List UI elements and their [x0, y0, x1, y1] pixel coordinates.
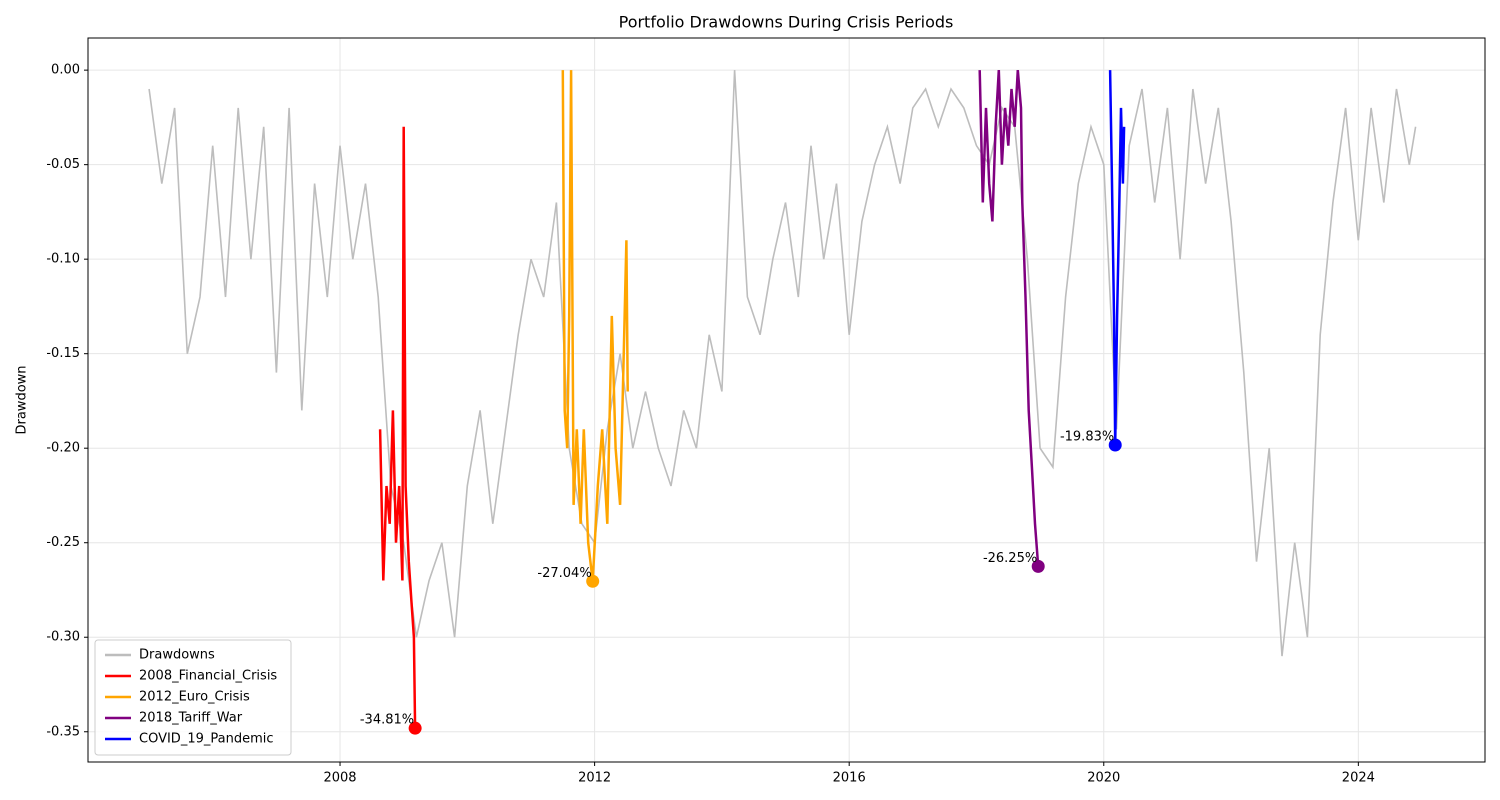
y-tick-label: -0.10 [46, 252, 80, 267]
y-axis-label: Drawdown [15, 365, 30, 434]
min-annotation: -19.83% [1060, 429, 1114, 444]
min-annotation: -26.25% [983, 551, 1037, 566]
series-line [148, 70, 1417, 657]
y-tick-label: -0.25 [46, 535, 80, 550]
min-marker [408, 721, 422, 735]
y-tick-label: -0.30 [46, 630, 80, 645]
y-tick-label: -0.15 [46, 346, 80, 361]
y-tick-label: 0.00 [51, 63, 80, 78]
series-line [378, 126, 417, 729]
legend-label: COVID_19_Pandemic [139, 732, 274, 747]
y-tick-label: -0.20 [46, 441, 80, 456]
series-line [1108, 70, 1126, 446]
chart-title: Portfolio Drawdowns During Crisis Period… [619, 13, 954, 32]
series-line [561, 70, 629, 582]
min-annotation: -34.81% [360, 713, 414, 728]
x-tick-label: 2024 [1342, 771, 1375, 786]
min-marker [586, 574, 600, 588]
x-tick-label: 2020 [1087, 771, 1120, 786]
y-tick-label: -0.35 [46, 724, 80, 739]
plot-frame [87, 37, 1486, 763]
min-annotation: -27.04% [537, 566, 591, 581]
min-marker [1031, 559, 1045, 573]
legend-label: 2018_Tariff_War [139, 711, 243, 726]
series-line [978, 69, 1040, 567]
y-tick-label: -0.05 [46, 157, 80, 172]
x-tick-label: 2016 [833, 771, 866, 786]
x-tick-label: 2008 [323, 771, 356, 786]
min-marker [1108, 438, 1122, 452]
x-tick-label: 2012 [578, 771, 611, 786]
legend-box [94, 639, 292, 756]
legend-label: 2008_Financial_Crisis [139, 669, 277, 684]
legend-label: Drawdowns [139, 648, 215, 663]
legend-label: 2012_Euro_Crisis [139, 690, 250, 705]
